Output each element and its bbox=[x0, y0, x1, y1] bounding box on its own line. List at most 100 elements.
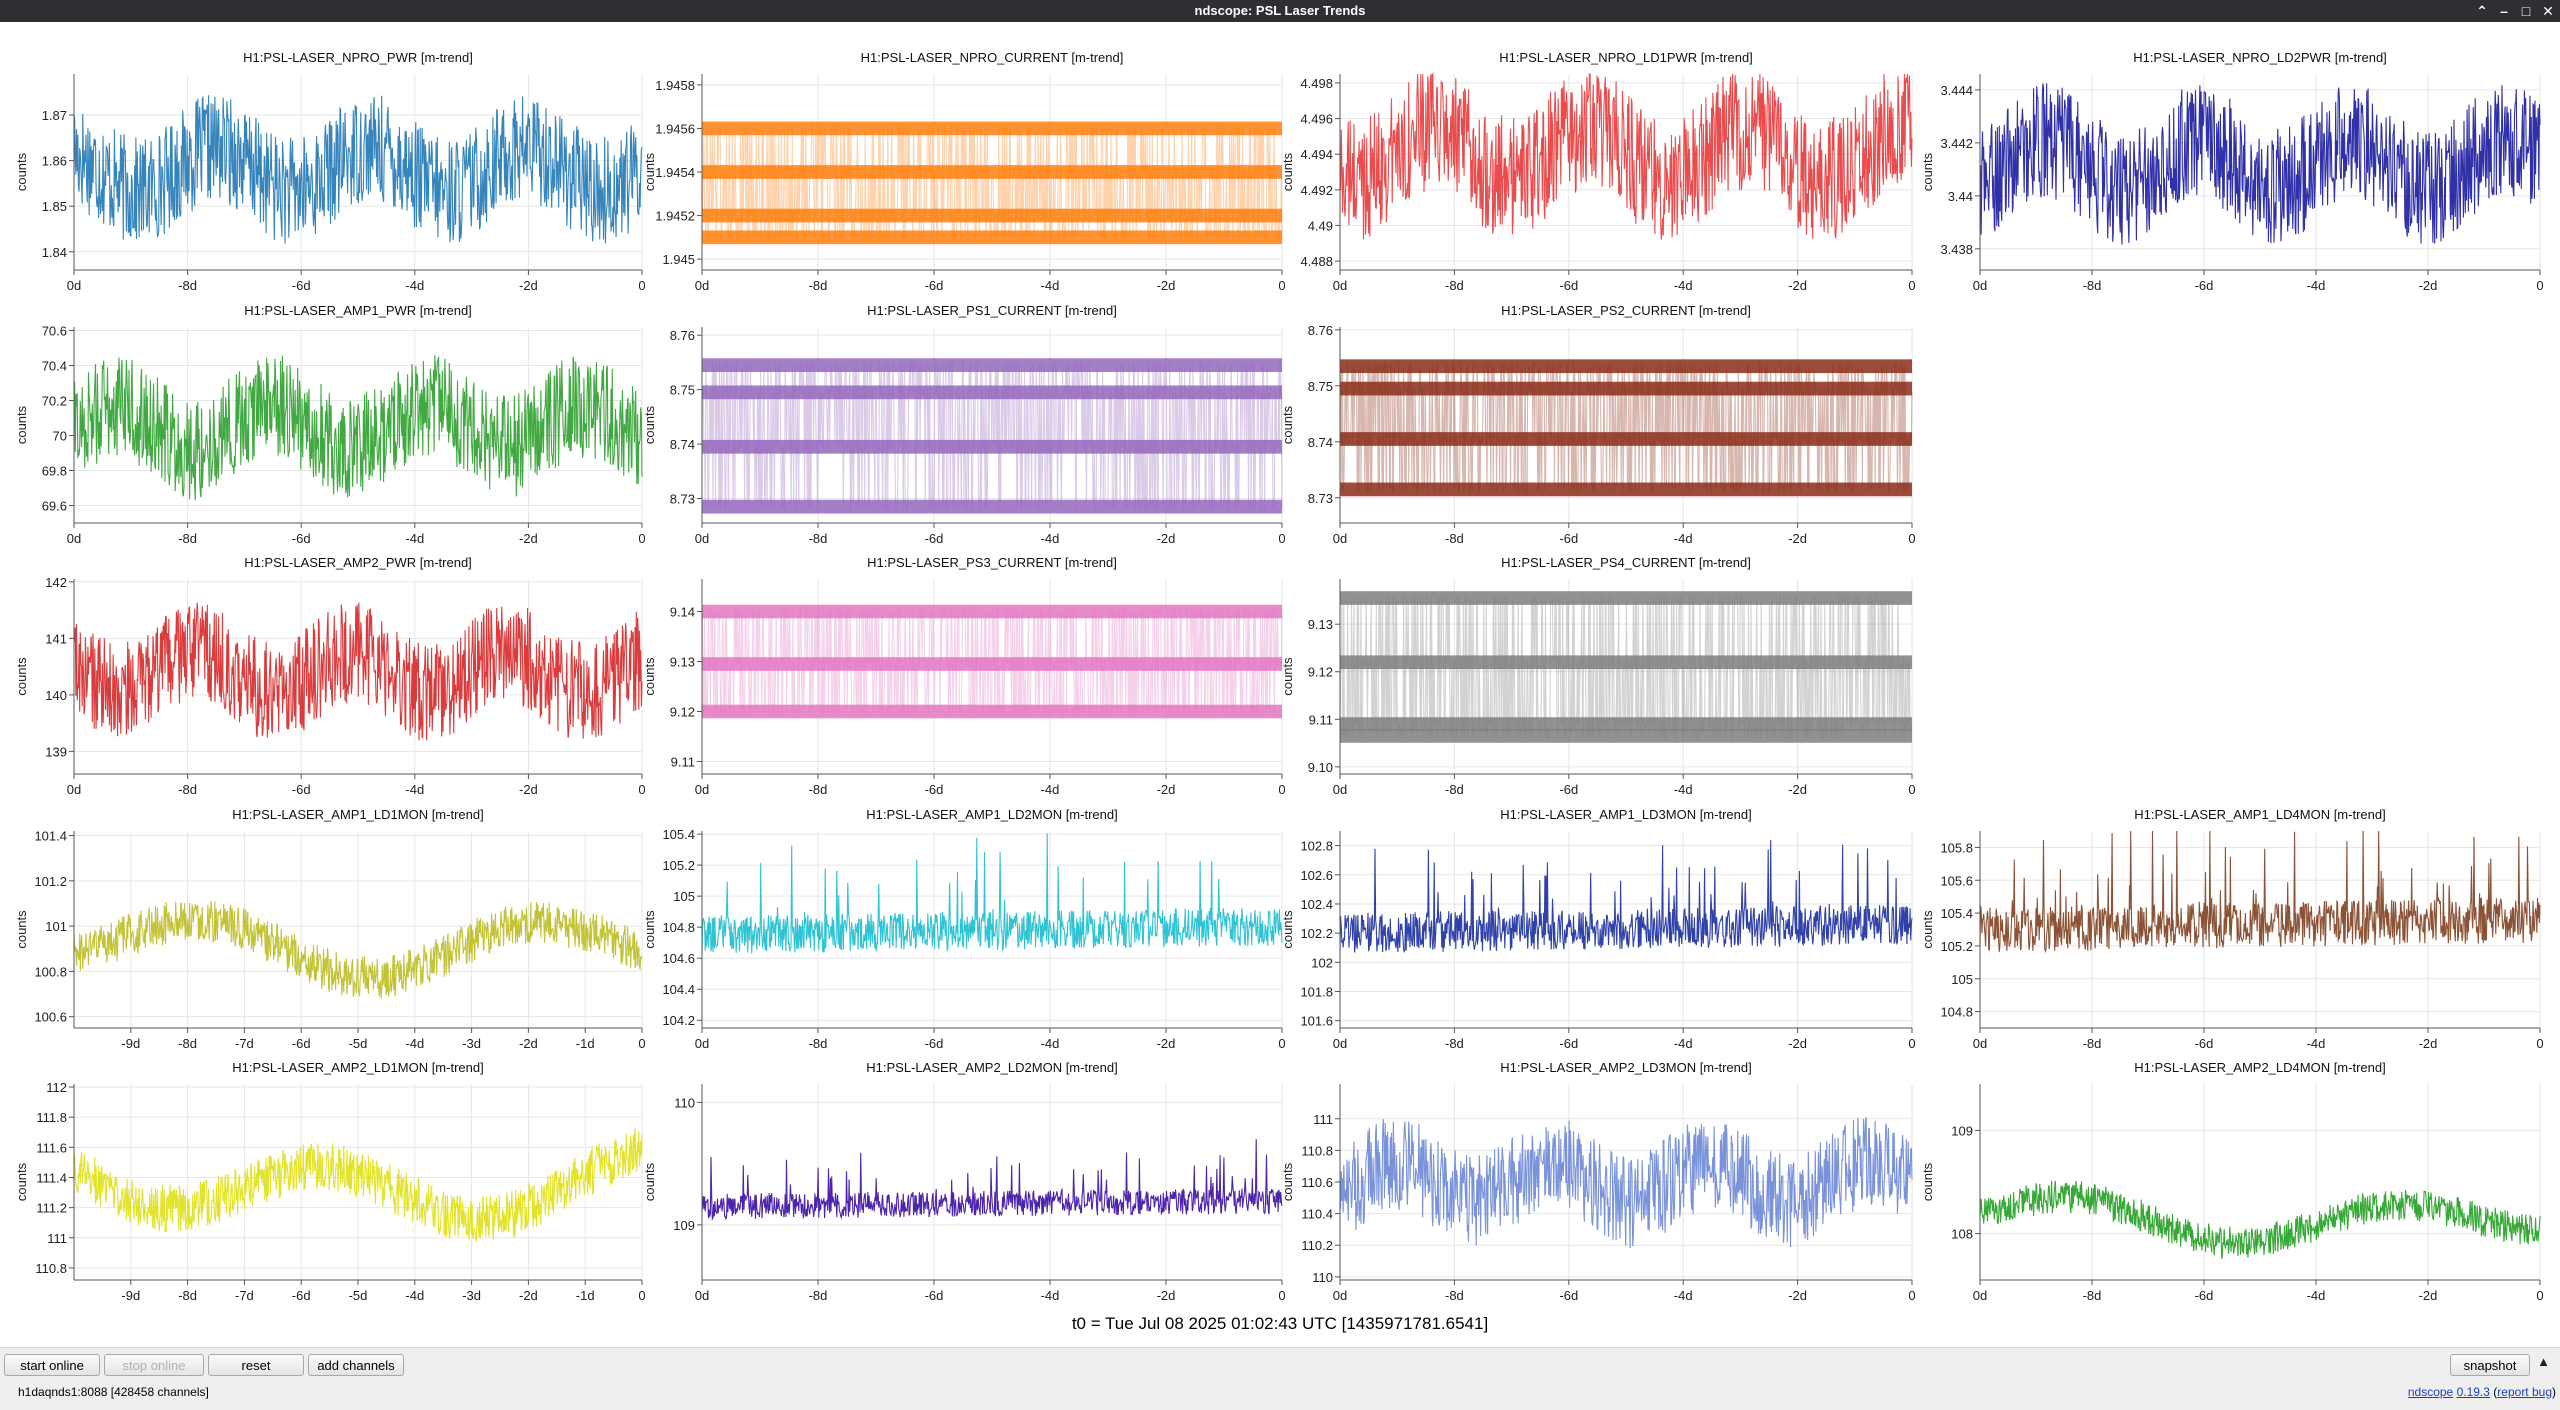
plot-panel: 100.6 100.8 101 101.2 101.4 -9d -8d -7d -6d -5d -4… bbox=[14, 807, 646, 1051]
y-tick-label: 105.6 bbox=[1940, 873, 1973, 888]
y-tick-label: 102.6 bbox=[1300, 868, 1333, 883]
x-tick-label: 0d bbox=[67, 278, 81, 293]
window-controls: ⌃ – □ ✕ bbox=[2474, 0, 2556, 22]
y-axis-label: counts bbox=[642, 657, 657, 696]
x-tick-label: 0d bbox=[1973, 1288, 1987, 1303]
x-tick-label: 0 bbox=[1908, 531, 1915, 546]
y-axis-label: counts bbox=[14, 1162, 29, 1201]
y-tick-label: 4.492 bbox=[1300, 183, 1333, 198]
x-tick-label: -4d bbox=[1674, 278, 1693, 293]
y-tick-label: 70 bbox=[53, 429, 67, 444]
x-tick-label: -2d bbox=[1157, 782, 1176, 797]
x-tick-label: -6d bbox=[925, 1036, 944, 1051]
y-axis-label: counts bbox=[14, 657, 29, 696]
y-tick-label: 111.6 bbox=[36, 1140, 67, 1155]
x-tick-label: -2d bbox=[2419, 1036, 2438, 1051]
x-tick-label: 0 bbox=[1278, 1036, 1285, 1051]
y-axis-label: counts bbox=[14, 910, 29, 949]
y-tick-label: 8.73 bbox=[1308, 491, 1333, 506]
maximize-icon[interactable]: □ bbox=[2521, 3, 2531, 19]
minimize-icon[interactable]: – bbox=[2500, 3, 2508, 19]
plot-background bbox=[1980, 1084, 2540, 1280]
y-axis-label: counts bbox=[642, 152, 657, 191]
x-tick-label: -8d bbox=[178, 278, 197, 293]
x-tick-label: -4d bbox=[1041, 1036, 1060, 1051]
x-tick-label: -6d bbox=[292, 531, 311, 546]
x-tick-label: 0d bbox=[1333, 278, 1347, 293]
add-channels-button[interactable]: add channels bbox=[308, 1354, 404, 1376]
chevron-up-icon[interactable]: ▲ bbox=[2537, 1354, 2550, 1369]
plot-title: H1:PSL-LASER_AMP2_PWR [m-trend] bbox=[244, 555, 472, 570]
x-tick-label: -2d bbox=[1788, 1288, 1807, 1303]
y-tick-label: 4.488 bbox=[1300, 254, 1333, 269]
report-bug-link[interactable]: report bug bbox=[2497, 1385, 2552, 1399]
reset-button[interactable]: reset bbox=[208, 1354, 304, 1376]
y-tick-label: 140 bbox=[45, 688, 67, 703]
x-tick-label: 0 bbox=[1278, 782, 1285, 797]
y-axis-label: counts bbox=[14, 152, 29, 191]
start-online-button[interactable]: start online bbox=[4, 1354, 100, 1376]
data-series-line bbox=[1979, 1180, 2541, 1259]
data-band bbox=[702, 165, 1282, 179]
x-tick-label: 0d bbox=[695, 1036, 709, 1051]
y-tick-label: 9.13 bbox=[1308, 617, 1333, 632]
window-titlebar: ndscope: PSL Laser Trends ⌃ – □ ✕ bbox=[0, 0, 2560, 22]
x-tick-label: -6d bbox=[292, 782, 311, 797]
y-tick-label: 3.444 bbox=[1940, 83, 1973, 98]
x-tick-label: 0d bbox=[695, 278, 709, 293]
data-series-line bbox=[1339, 593, 1913, 741]
data-band bbox=[1340, 381, 1912, 396]
version-link[interactable]: 0.19.3 bbox=[2456, 1385, 2490, 1399]
y-tick-label: 70.6 bbox=[42, 324, 67, 339]
x-tick-label: -8d bbox=[1445, 531, 1464, 546]
y-tick-label: 105 bbox=[673, 889, 695, 904]
x-tick-label: -8d bbox=[2083, 278, 2102, 293]
stop-online-button[interactable]: stop online bbox=[104, 1354, 204, 1376]
x-tick-label: -2d bbox=[519, 782, 538, 797]
x-tick-label: -8d bbox=[1445, 1036, 1464, 1051]
x-tick-label: -6d bbox=[292, 278, 311, 293]
data-series-line bbox=[701, 833, 1283, 955]
y-tick-label: 111 bbox=[47, 1231, 67, 1246]
data-band bbox=[702, 604, 1282, 619]
x-tick-label: -8d bbox=[1445, 782, 1464, 797]
window-title: ndscope: PSL Laser Trends bbox=[1194, 3, 1366, 18]
plot-panel: 3.438 3.44 3.442 3.444 0d -8d -6d -4d -2d 0 H1:PSL… bbox=[1920, 50, 2544, 293]
x-tick-label: -8d bbox=[178, 1288, 197, 1303]
x-tick-label: 0 bbox=[1908, 278, 1915, 293]
x-tick-label: -4d bbox=[1041, 782, 1060, 797]
x-tick-label: -8d bbox=[1445, 1288, 1464, 1303]
x-tick-label: 0d bbox=[695, 782, 709, 797]
plot-panel: 108 109 0d -8d -6d -4d -2d 0 H1:PSL-LASER_AMP2_L… bbox=[1920, 1060, 2544, 1303]
x-tick-label: -6d bbox=[925, 1288, 944, 1303]
plot-title: H1:PSL-LASER_NPRO_LD2PWR [m-trend] bbox=[2133, 50, 2387, 65]
collapse-icon[interactable]: ⌃ bbox=[2476, 3, 2488, 19]
app-link[interactable]: ndscope bbox=[2407, 1385, 2454, 1399]
x-tick-label: 0 bbox=[1278, 1288, 1285, 1303]
y-tick-label: 104.8 bbox=[662, 920, 695, 935]
y-tick-label: 1.85 bbox=[42, 199, 67, 214]
y-tick-label: 9.11 bbox=[1309, 712, 1333, 727]
x-tick-label: 0d bbox=[1333, 782, 1347, 797]
x-tick-label: -6d bbox=[1559, 1036, 1578, 1051]
x-tick-label: 0 bbox=[638, 1288, 645, 1303]
y-tick-label: 111.2 bbox=[36, 1201, 67, 1216]
data-series-line bbox=[1339, 1116, 1913, 1249]
data-series-line bbox=[701, 1139, 1283, 1221]
y-axis-label: counts bbox=[642, 910, 657, 949]
x-tick-label: -2d bbox=[1157, 1036, 1176, 1051]
close-icon[interactable]: ✕ bbox=[2542, 3, 2554, 19]
x-tick-label: -8d bbox=[2083, 1288, 2102, 1303]
snapshot-button[interactable]: snapshot bbox=[2450, 1354, 2530, 1376]
x-tick-label: -8d bbox=[809, 782, 828, 797]
x-tick-label: -4d bbox=[1041, 1288, 1060, 1303]
plot-panel: 8.73 8.74 8.75 8.76 0d -8d -6d -4d -2d 0 H1:PSL-LA… bbox=[642, 303, 1286, 546]
x-tick-label: 0d bbox=[1973, 1036, 1987, 1051]
x-tick-label: -6d bbox=[1559, 278, 1578, 293]
x-tick-label: -6d bbox=[1559, 782, 1578, 797]
x-tick-label: 0d bbox=[1973, 278, 1987, 293]
data-band bbox=[702, 208, 1282, 223]
x-tick-label: -5d bbox=[349, 1036, 368, 1051]
data-series-line bbox=[73, 1128, 643, 1242]
y-tick-label: 108 bbox=[1951, 1227, 1973, 1242]
